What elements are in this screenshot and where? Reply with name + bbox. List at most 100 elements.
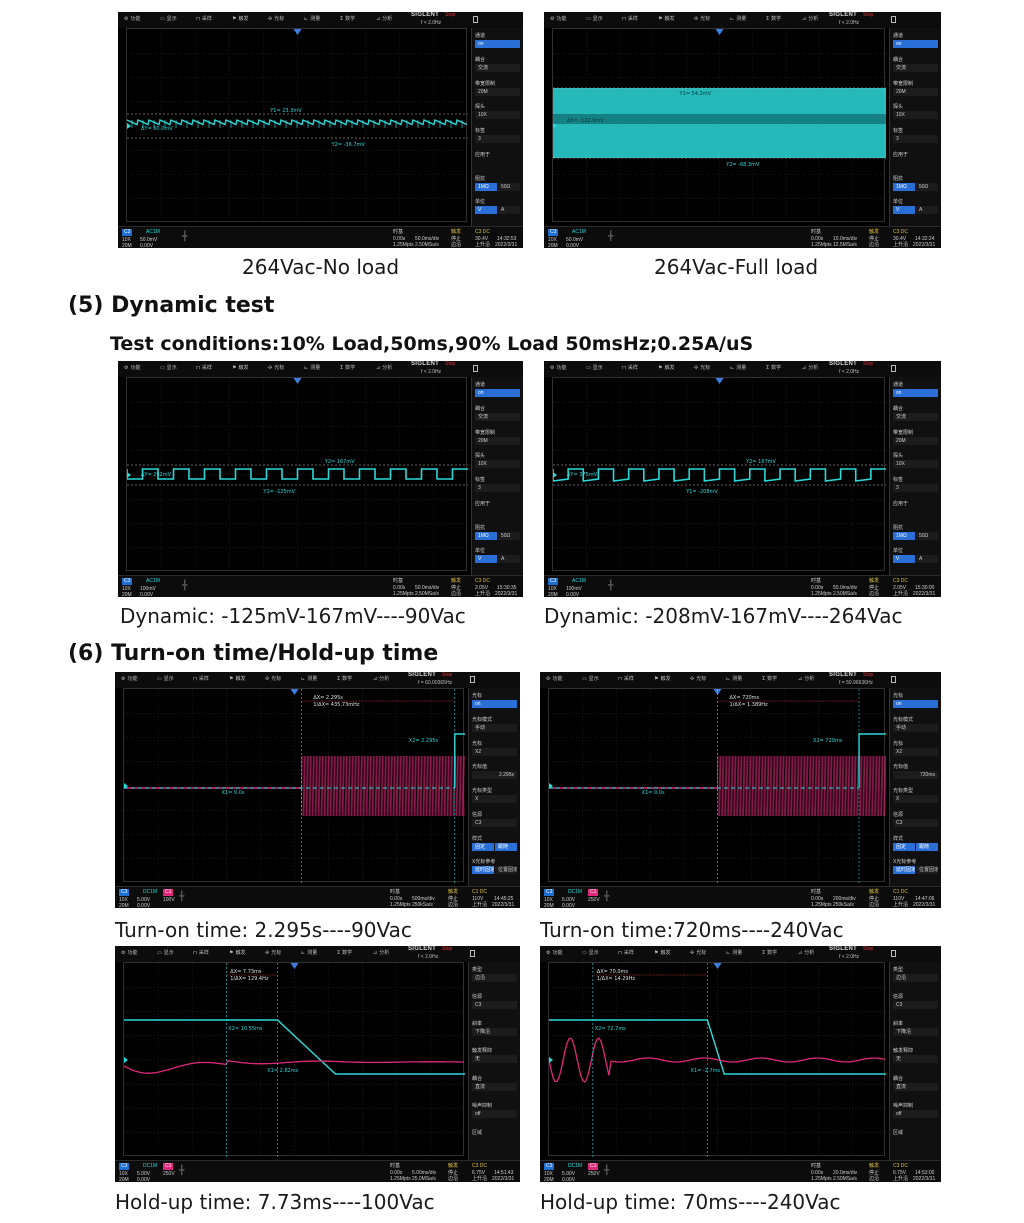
scope-menu-item[interactable]: ⊓ 采样 xyxy=(622,364,638,371)
scope-menu-item[interactable]: ⚑ 触发 xyxy=(654,949,671,956)
panel-value[interactable]: 720ms xyxy=(893,771,938,780)
panel-value[interactable]: 3 xyxy=(475,135,520,143)
panel-option[interactable]: A xyxy=(916,206,938,215)
panel-value[interactable]: X2 xyxy=(472,747,517,756)
panel-value[interactable]: 下降沿 xyxy=(893,1028,938,1037)
channel-tag[interactable]: C3 xyxy=(119,889,130,896)
panel-value[interactable]: 下降沿 xyxy=(472,1028,517,1037)
scope-menu-item[interactable]: ⊿ 分析 xyxy=(798,675,814,682)
scope-menu-item[interactable]: ⊾ 测量 xyxy=(301,949,317,956)
panel-value[interactable]: 20M xyxy=(893,436,938,445)
scope-menu-item[interactable]: ✣ 光标 xyxy=(265,949,281,956)
panel-option[interactable]: 固定 xyxy=(472,842,494,851)
panel-value[interactable]: 边沿 xyxy=(893,974,938,982)
scope-menu-item[interactable]: ⚙ 功能 xyxy=(124,364,141,371)
panel-value[interactable]: 直流 xyxy=(472,1082,517,1091)
scope-menu-item[interactable]: ⊾ 测量 xyxy=(726,675,742,682)
panel-value[interactable]: on xyxy=(893,389,938,397)
panel-value[interactable]: 直流 xyxy=(893,1082,938,1091)
panel-value[interactable]: X xyxy=(472,795,517,803)
panel-value[interactable]: 20M xyxy=(893,87,938,96)
scope-menu-item[interactable]: ▭ 显示 xyxy=(582,949,599,956)
scope-menu-item[interactable]: ⚙ 功能 xyxy=(546,675,563,682)
scope-menu-item[interactable]: ⚑ 触发 xyxy=(232,15,249,22)
panel-value[interactable]: on xyxy=(472,700,517,708)
channel2-tag[interactable]: C1 xyxy=(163,889,174,896)
scope-menu-item[interactable]: ✣ 光标 xyxy=(690,949,706,956)
scope-menu-item[interactable]: ⊓ 采样 xyxy=(618,949,634,956)
scope-menu-item[interactable]: ▭ 显示 xyxy=(582,675,599,682)
panel-value[interactable]: 10X xyxy=(475,111,520,120)
panel-option[interactable]: 跟随 xyxy=(495,842,517,851)
panel-value[interactable]: 无 xyxy=(472,1055,517,1064)
panel-value[interactable]: X2 xyxy=(893,747,938,756)
scope-menu-item[interactable]: ⚑ 触发 xyxy=(229,675,246,682)
scope-menu-item[interactable]: ▭ 显示 xyxy=(160,15,177,22)
scope-menu-item[interactable]: ⊿ 分析 xyxy=(802,15,818,22)
panel-option[interactable]: 延时固定 xyxy=(472,866,494,875)
scope-menu-item[interactable]: ⊓ 采样 xyxy=(196,364,212,371)
scope-menu-item[interactable]: ⊓ 采样 xyxy=(193,675,209,682)
scope-menu-item[interactable]: ⊿ 分析 xyxy=(376,15,392,22)
scope-menu-item[interactable]: ✣ 光标 xyxy=(694,364,710,371)
panel-option[interactable]: 1MΩ xyxy=(475,182,497,191)
panel-value[interactable]: 10X xyxy=(475,460,520,469)
panel-value[interactable]: 无 xyxy=(893,1055,938,1064)
scope-menu-item[interactable]: ⚑ 触发 xyxy=(229,949,246,956)
scope-menu-item[interactable]: ▭ 显示 xyxy=(586,364,603,371)
scope-menu-item[interactable]: ⚙ 功能 xyxy=(546,949,563,956)
scope-menu-item[interactable]: ⊾ 测量 xyxy=(730,364,746,371)
panel-option[interactable]: 50Ω xyxy=(498,182,520,191)
channel-tag[interactable]: C3 xyxy=(548,578,559,585)
panel-value[interactable]: 20M xyxy=(475,87,520,96)
panel-value[interactable]: off xyxy=(472,1109,517,1118)
scope-menu-item[interactable]: Σ 数学 xyxy=(337,949,352,956)
panel-option[interactable]: 固定 xyxy=(893,842,915,851)
scope-menu-item[interactable]: ⚑ 触发 xyxy=(654,675,671,682)
add-channel-icon[interactable]: ╋ xyxy=(604,891,610,901)
panel-value[interactable]: 3 xyxy=(475,484,520,492)
scope-menu-item[interactable]: ✣ 光标 xyxy=(268,364,284,371)
panel-value[interactable]: 交流 xyxy=(475,412,520,421)
scope-menu-item[interactable]: ⊾ 测量 xyxy=(726,949,742,956)
scope-menu-item[interactable]: ⊓ 采样 xyxy=(196,15,212,22)
panel-option[interactable]: 1MΩ xyxy=(893,531,915,540)
scope-menu-item[interactable]: Σ 数学 xyxy=(340,15,355,22)
scope-menu-item[interactable]: ⊿ 分析 xyxy=(798,949,814,956)
scope-menu-item[interactable]: Σ 数学 xyxy=(337,675,352,682)
scope-menu-item[interactable]: ⚑ 触发 xyxy=(658,364,675,371)
scope-menu-item[interactable]: ▭ 显示 xyxy=(586,15,603,22)
scope-menu-item[interactable]: ⊾ 测量 xyxy=(304,364,320,371)
panel-value[interactable]: 10X xyxy=(893,111,938,120)
channel2-tag[interactable]: C1 xyxy=(163,1163,174,1170)
scope-menu-item[interactable]: ⊓ 采样 xyxy=(618,675,634,682)
panel-option[interactable]: V xyxy=(475,206,497,215)
panel-value[interactable]: C3 xyxy=(472,1001,517,1010)
panel-option[interactable]: 50Ω xyxy=(498,531,520,540)
panel-value[interactable]: on xyxy=(893,40,938,48)
panel-option[interactable]: 位置固定 xyxy=(916,866,938,875)
panel-option[interactable]: V xyxy=(893,206,915,215)
scope-menu-item[interactable]: ⊾ 测量 xyxy=(730,15,746,22)
scope-menu-item[interactable]: ✣ 光标 xyxy=(690,675,706,682)
add-channel-icon[interactable]: ╋ xyxy=(182,580,188,590)
channel2-tag[interactable]: C1 xyxy=(588,889,599,896)
panel-value[interactable]: 20M xyxy=(475,436,520,445)
scope-menu-item[interactable]: ⊿ 分析 xyxy=(802,364,818,371)
panel-option[interactable]: 跟随 xyxy=(916,842,938,851)
panel-option[interactable]: V xyxy=(475,555,497,564)
panel-value[interactable]: C3 xyxy=(893,818,938,827)
panel-value[interactable]: on xyxy=(893,700,938,708)
add-channel-icon[interactable]: ╋ xyxy=(182,231,188,241)
panel-option[interactable]: 50Ω xyxy=(916,182,938,191)
scope-menu-item[interactable]: ⊾ 测量 xyxy=(301,675,317,682)
panel-option[interactable]: 延时固定 xyxy=(893,866,915,875)
panel-value[interactable]: 交流 xyxy=(893,412,938,421)
scope-menu-item[interactable]: Σ 数学 xyxy=(762,949,777,956)
panel-option[interactable]: 50Ω xyxy=(916,531,938,540)
scope-menu-item[interactable]: ⊿ 分析 xyxy=(376,364,392,371)
panel-value[interactable]: 交流 xyxy=(893,63,938,72)
panel-value[interactable]: 交流 xyxy=(475,63,520,72)
panel-value[interactable]: on xyxy=(475,40,520,48)
panel-value[interactable]: 手动 xyxy=(893,723,938,732)
